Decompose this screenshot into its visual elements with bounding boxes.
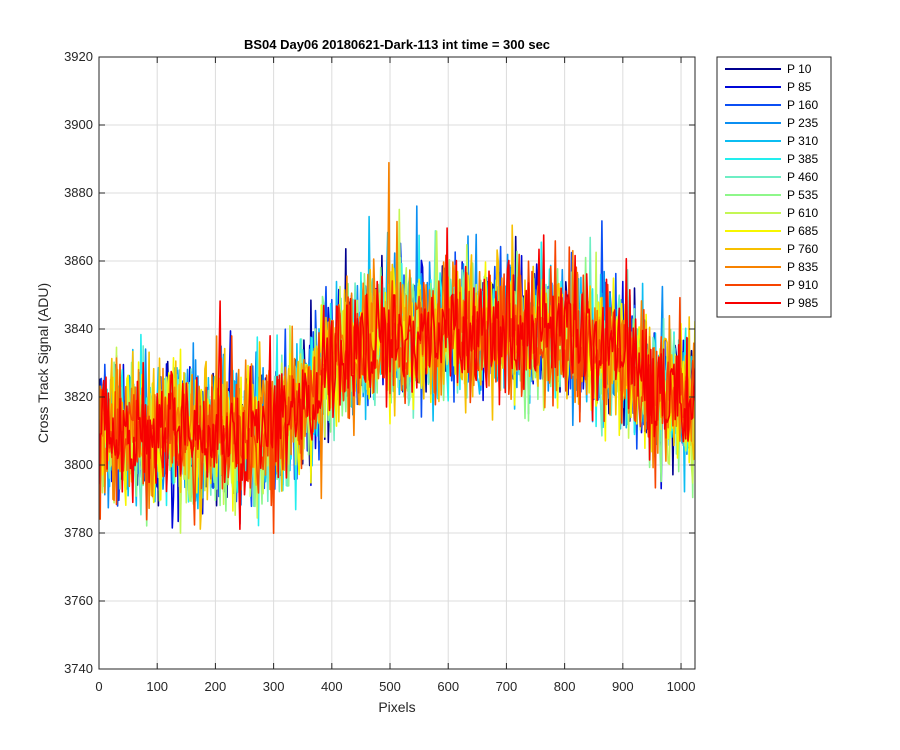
- legend[interactable]: P 10 P 85 P 160 P 235 P 310 P 385 P 460 P 535 P …: [716, 56, 832, 318]
- chart-title: BS04 Day06 20180621-Dark-113 int time = …: [244, 37, 550, 52]
- y-tick-label: 3780: [64, 525, 93, 540]
- plot-frame: [98, 56, 696, 670]
- x-tick-label: 400: [321, 679, 343, 694]
- legend-box: [716, 56, 832, 318]
- legend-entry[interactable]: P 10: [787, 62, 812, 76]
- legend-entry[interactable]: P 910: [787, 278, 818, 292]
- y-axis-label: Cross Track Signal (ADU): [35, 283, 51, 443]
- y-tick-label: 3740: [64, 661, 93, 676]
- legend-entry[interactable]: P 685: [787, 224, 818, 238]
- y-tick-label: 3920: [64, 49, 93, 64]
- x-tick-label: 0: [95, 679, 102, 694]
- legend-entry[interactable]: P 535: [787, 188, 818, 202]
- legend-entry[interactable]: P 610: [787, 206, 818, 220]
- legend-entry[interactable]: P 385: [787, 152, 818, 166]
- x-axis-label: Pixels: [378, 699, 415, 715]
- x-tick-label: 300: [263, 679, 285, 694]
- legend-entry[interactable]: P 310: [787, 134, 818, 148]
- legend-entry[interactable]: P 160: [787, 98, 818, 112]
- y-tick-label: 3880: [64, 185, 93, 200]
- legend-entry[interactable]: P 460: [787, 170, 818, 184]
- series-layer: [99, 161, 695, 534]
- x-tick-label: 500: [379, 679, 401, 694]
- axis-ticks: 0 100 200 300 400 500 600 700 800 900 1000 3740 3760…: [64, 49, 695, 694]
- x-tick-label: 100: [146, 679, 168, 694]
- x-tick-label: 200: [205, 679, 227, 694]
- x-tick-label: 600: [437, 679, 459, 694]
- x-tick-label: 900: [612, 679, 634, 694]
- y-tick-label: 3820: [64, 389, 93, 404]
- y-tick-label: 3860: [64, 253, 93, 268]
- legend-entry[interactable]: P 985: [787, 296, 818, 310]
- x-tick-label: 1000: [667, 679, 696, 694]
- y-tick-label: 3900: [64, 117, 93, 132]
- y-tick-label: 3760: [64, 593, 93, 608]
- legend-entry[interactable]: P 835: [787, 260, 818, 274]
- x-tick-label: 800: [554, 679, 576, 694]
- x-tick-label: 700: [496, 679, 518, 694]
- y-tick-label: 3800: [64, 457, 93, 472]
- legend-entry[interactable]: P 235: [787, 116, 818, 130]
- y-tick-label: 3840: [64, 321, 93, 336]
- legend-entry[interactable]: P 760: [787, 242, 818, 256]
- legend-entry[interactable]: P 85: [787, 80, 812, 94]
- series-line-p-985: [99, 227, 695, 530]
